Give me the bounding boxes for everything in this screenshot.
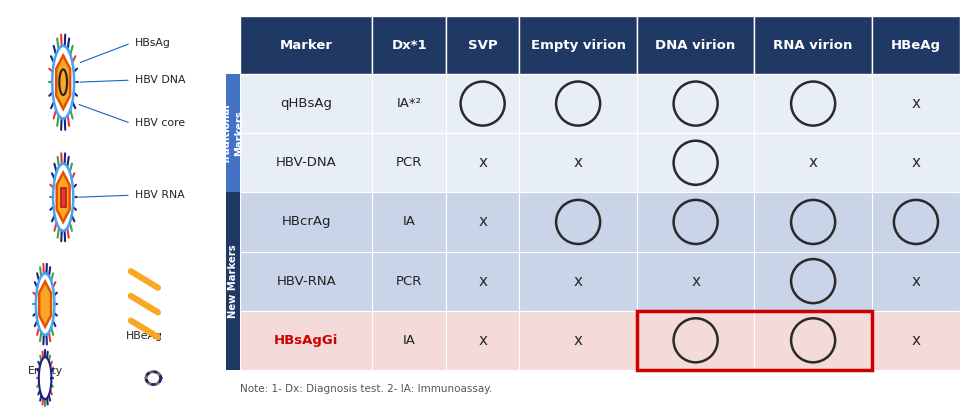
Text: x: x xyxy=(574,274,583,289)
Text: IA: IA xyxy=(403,215,416,229)
Text: HBV DNA: HBV DNA xyxy=(135,75,186,85)
Text: IA*²: IA*² xyxy=(396,97,421,110)
Bar xyxy=(636,252,755,311)
Bar xyxy=(519,16,636,74)
Bar xyxy=(372,311,446,370)
Text: SVP: SVP xyxy=(468,39,497,52)
Text: Empty: Empty xyxy=(28,366,62,376)
Bar xyxy=(519,74,636,133)
Bar xyxy=(755,311,872,370)
Bar xyxy=(372,16,446,74)
Text: x: x xyxy=(911,333,921,348)
Polygon shape xyxy=(57,173,70,222)
Text: DNA virion: DNA virion xyxy=(656,39,735,52)
Bar xyxy=(636,74,755,133)
Bar xyxy=(445,311,519,370)
Bar xyxy=(226,74,240,192)
Text: x: x xyxy=(911,274,921,289)
Text: HBV-DNA: HBV-DNA xyxy=(276,156,337,169)
Text: x: x xyxy=(911,155,921,170)
Bar xyxy=(372,133,446,192)
Bar xyxy=(240,252,372,311)
Bar xyxy=(636,133,755,192)
Bar xyxy=(519,311,636,370)
Text: PCR: PCR xyxy=(396,275,422,288)
Polygon shape xyxy=(57,55,70,109)
Text: x: x xyxy=(478,155,487,170)
Bar xyxy=(372,192,446,252)
Bar xyxy=(240,16,372,74)
Text: x: x xyxy=(574,333,583,348)
Text: HBeAg: HBeAg xyxy=(126,331,163,341)
Bar xyxy=(872,16,960,74)
Bar xyxy=(372,74,446,133)
Bar xyxy=(240,133,372,192)
Bar xyxy=(60,188,65,207)
Bar xyxy=(872,74,960,133)
Bar xyxy=(372,252,446,311)
Bar xyxy=(755,252,872,311)
Bar xyxy=(755,133,872,192)
Text: x: x xyxy=(478,215,487,229)
Bar xyxy=(445,74,519,133)
Bar xyxy=(755,16,872,74)
Bar xyxy=(519,192,636,252)
Text: HBeAg: HBeAg xyxy=(891,39,941,52)
Ellipse shape xyxy=(146,372,161,385)
Ellipse shape xyxy=(38,357,52,399)
Text: New Markers: New Markers xyxy=(228,244,238,318)
Bar xyxy=(240,311,372,370)
Text: x: x xyxy=(911,96,921,111)
Bar xyxy=(872,133,960,192)
Text: x: x xyxy=(808,155,818,170)
Polygon shape xyxy=(39,282,51,327)
Text: HBV RNA: HBV RNA xyxy=(135,190,185,200)
Text: x: x xyxy=(574,155,583,170)
Text: RNA virion: RNA virion xyxy=(774,39,852,52)
Bar xyxy=(445,133,519,192)
Bar xyxy=(240,74,372,133)
Text: HBV-RNA: HBV-RNA xyxy=(276,275,336,288)
Text: x: x xyxy=(691,274,700,289)
Bar xyxy=(755,74,872,133)
Text: PCR: PCR xyxy=(396,156,422,169)
Bar xyxy=(872,311,960,370)
Bar xyxy=(636,192,755,252)
Text: x: x xyxy=(478,333,487,348)
Bar xyxy=(226,192,240,370)
Bar xyxy=(519,252,636,311)
Text: qHBsAg: qHBsAg xyxy=(280,97,332,110)
Bar xyxy=(636,311,872,370)
Text: Note: 1- Dx: Diagnosis test. 2- IA: Immunoassay.: Note: 1- Dx: Diagnosis test. 2- IA: Immu… xyxy=(240,384,492,394)
Text: HBV core: HBV core xyxy=(135,118,185,128)
Bar xyxy=(636,311,755,370)
Text: IA: IA xyxy=(403,334,416,347)
Bar xyxy=(445,16,519,74)
Bar xyxy=(636,16,755,74)
Bar xyxy=(240,192,372,252)
Bar xyxy=(445,192,519,252)
Text: HBsAg: HBsAg xyxy=(135,38,171,48)
Bar xyxy=(519,133,636,192)
Bar xyxy=(445,252,519,311)
Bar xyxy=(755,192,872,252)
Bar xyxy=(872,192,960,252)
Text: x: x xyxy=(478,274,487,289)
Text: Traditional
Markers: Traditional Markers xyxy=(222,103,244,164)
Bar xyxy=(872,252,960,311)
Text: Dx*1: Dx*1 xyxy=(392,39,427,52)
Text: HBcrAg: HBcrAg xyxy=(281,215,331,229)
Text: HBsAgGi: HBsAgGi xyxy=(275,334,339,347)
Text: Empty virion: Empty virion xyxy=(531,39,626,52)
Text: Marker: Marker xyxy=(280,39,333,52)
